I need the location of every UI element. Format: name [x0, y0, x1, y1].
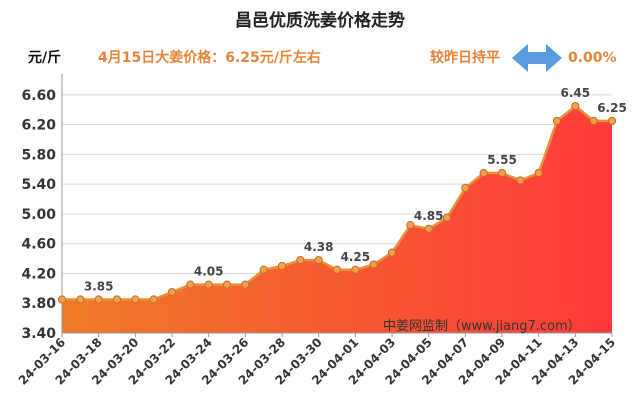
data-label: 4.38 — [304, 240, 334, 254]
data-point — [571, 101, 580, 111]
data-point — [442, 213, 452, 222]
data-point — [314, 255, 323, 265]
y-tick-label: 5.80 — [21, 147, 56, 163]
data-point — [424, 224, 433, 233]
axes — [61, 74, 612, 334]
data-label: 3.85 — [84, 280, 114, 294]
area-fill — [62, 106, 612, 333]
data-point — [461, 183, 470, 192]
data-point — [387, 248, 397, 257]
chart-title: 昌邑优质洗姜价格走势 — [235, 10, 405, 31]
data-labels: 3.85 4.05 4.38 4.25 4.85 5.55 6.45 6.25 — [84, 86, 627, 293]
y-tick-label: 3.40 — [21, 326, 56, 342]
data-point — [149, 295, 158, 304]
data-point — [186, 280, 195, 289]
data-point — [534, 168, 543, 178]
data-point — [131, 295, 140, 304]
watermark: 中姜网监制（www.jiang7.com） — [383, 319, 581, 334]
data-point — [479, 168, 488, 178]
data-point — [552, 116, 562, 126]
change-value: 0.00% — [568, 50, 617, 66]
data-markers — [57, 101, 617, 304]
y-tick-label: 3.80 — [21, 296, 56, 312]
data-point — [222, 280, 232, 289]
data-point — [57, 295, 67, 304]
data-point — [112, 295, 122, 304]
data-label: 6.45 — [561, 86, 591, 100]
data-point — [351, 265, 360, 274]
double-arrow-icon — [512, 44, 562, 72]
data-point — [241, 280, 250, 289]
data-point — [76, 295, 85, 304]
unit-label: 元/斤 — [28, 49, 61, 66]
data-label: 4.25 — [341, 250, 371, 264]
x-axis-ticks: 24-03-1624-03-1824-03-2024-03-2224-03-24… — [16, 333, 618, 388]
data-point — [332, 265, 342, 274]
data-point — [167, 287, 177, 297]
y-tick-label: 6.20 — [21, 118, 56, 134]
data-point — [516, 176, 525, 185]
y-tick-label: 4.60 — [21, 237, 56, 253]
area-series — [62, 104, 612, 333]
data-point — [497, 168, 507, 178]
data-point — [296, 255, 305, 265]
data-point — [277, 261, 287, 271]
y-tick-label: 4.20 — [21, 266, 56, 282]
data-point — [94, 295, 103, 304]
data-label: 4.05 — [194, 265, 224, 279]
data-point — [607, 116, 617, 126]
data-label: 6.25 — [597, 101, 627, 115]
y-tick-label: 6.60 — [21, 88, 56, 104]
y-tick-label: 5.00 — [21, 207, 56, 223]
data-point — [369, 260, 378, 269]
data-point — [204, 280, 213, 289]
data-point — [259, 265, 268, 274]
data-point — [406, 221, 415, 230]
data-point — [589, 116, 598, 126]
data-label: 4.85 — [414, 209, 444, 223]
y-tick-label: 5.40 — [21, 177, 56, 193]
data-label: 5.55 — [487, 153, 517, 167]
y-axis-ticks: 3.40 3.80 4.20 4.60 5.00 5.40 5.80 6.20 6.60 — [21, 88, 56, 342]
price-subtitle: 4月15日大姜价格：6.25元/斤左右 — [98, 49, 321, 66]
change-label: 较昨日持平 — [430, 49, 500, 66]
